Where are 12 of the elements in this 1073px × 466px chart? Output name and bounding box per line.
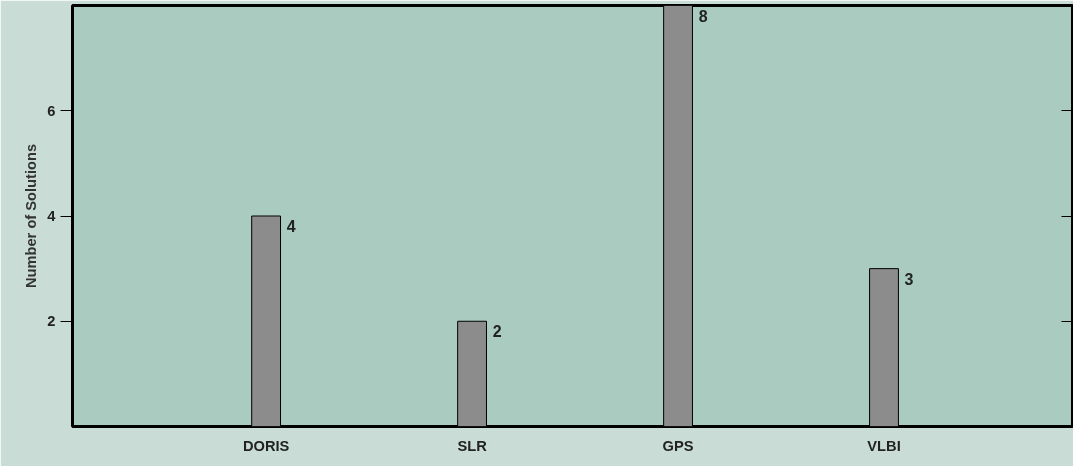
data-label: 8 (698, 7, 708, 25)
x-tick-label: SLR (457, 437, 488, 454)
data-label: 2 (492, 323, 502, 341)
y-tick-label: 6 (47, 102, 56, 119)
x-tick-label: VLBI (867, 437, 901, 454)
y-tick-label: 4 (47, 208, 57, 224)
x-tick-label: DORIS (242, 437, 290, 454)
data-label: 3 (904, 270, 914, 288)
data-label: 4 (286, 218, 296, 235)
y-tick-label: 2 (47, 313, 56, 330)
y-axis-title: Number of Solutions (23, 143, 40, 289)
x-tick-label: GPS (662, 437, 694, 454)
